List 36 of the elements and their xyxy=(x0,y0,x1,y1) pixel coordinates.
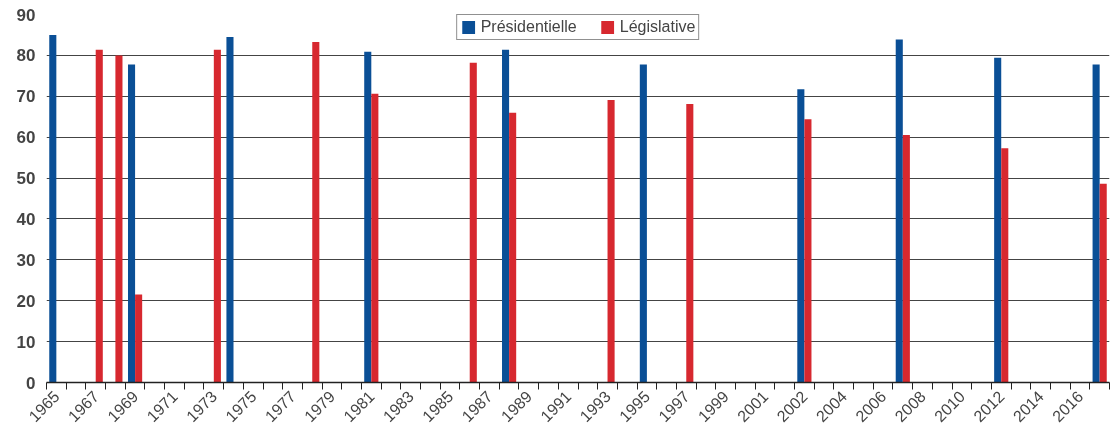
bar xyxy=(364,51,372,383)
bar xyxy=(797,89,805,383)
bar xyxy=(509,112,517,383)
bar xyxy=(1001,148,1009,383)
bar xyxy=(95,49,103,383)
y-tick-label: 50 xyxy=(16,169,36,189)
y-tick-label: 30 xyxy=(16,250,36,270)
bar xyxy=(469,62,477,383)
y-tick-label: 0 xyxy=(26,373,36,393)
y-tick-label: 70 xyxy=(16,87,36,107)
bar xyxy=(312,41,320,383)
y-tick-label: 10 xyxy=(16,332,36,352)
bar xyxy=(135,294,143,383)
y-tick-label: 90 xyxy=(16,5,36,25)
bar xyxy=(1092,64,1100,383)
y-tick-label: 40 xyxy=(16,209,36,229)
bar xyxy=(49,34,57,383)
bar xyxy=(115,55,123,383)
legend-label: Législative xyxy=(619,18,696,36)
bar xyxy=(213,49,221,383)
bar xyxy=(686,104,694,383)
legend-label: Présidentielle xyxy=(480,18,577,36)
y-tick-label: 20 xyxy=(16,291,36,311)
bar xyxy=(128,64,136,383)
bar xyxy=(639,64,647,383)
y-tick-label: 80 xyxy=(16,46,36,66)
bar xyxy=(502,49,510,383)
bar xyxy=(607,99,615,383)
y-tick-label: 60 xyxy=(16,128,36,148)
bar xyxy=(895,39,903,383)
bar xyxy=(371,93,379,383)
bar xyxy=(1099,183,1107,383)
bar xyxy=(226,36,234,383)
bar xyxy=(804,119,812,383)
bar xyxy=(902,135,910,383)
bar xyxy=(994,57,1002,383)
